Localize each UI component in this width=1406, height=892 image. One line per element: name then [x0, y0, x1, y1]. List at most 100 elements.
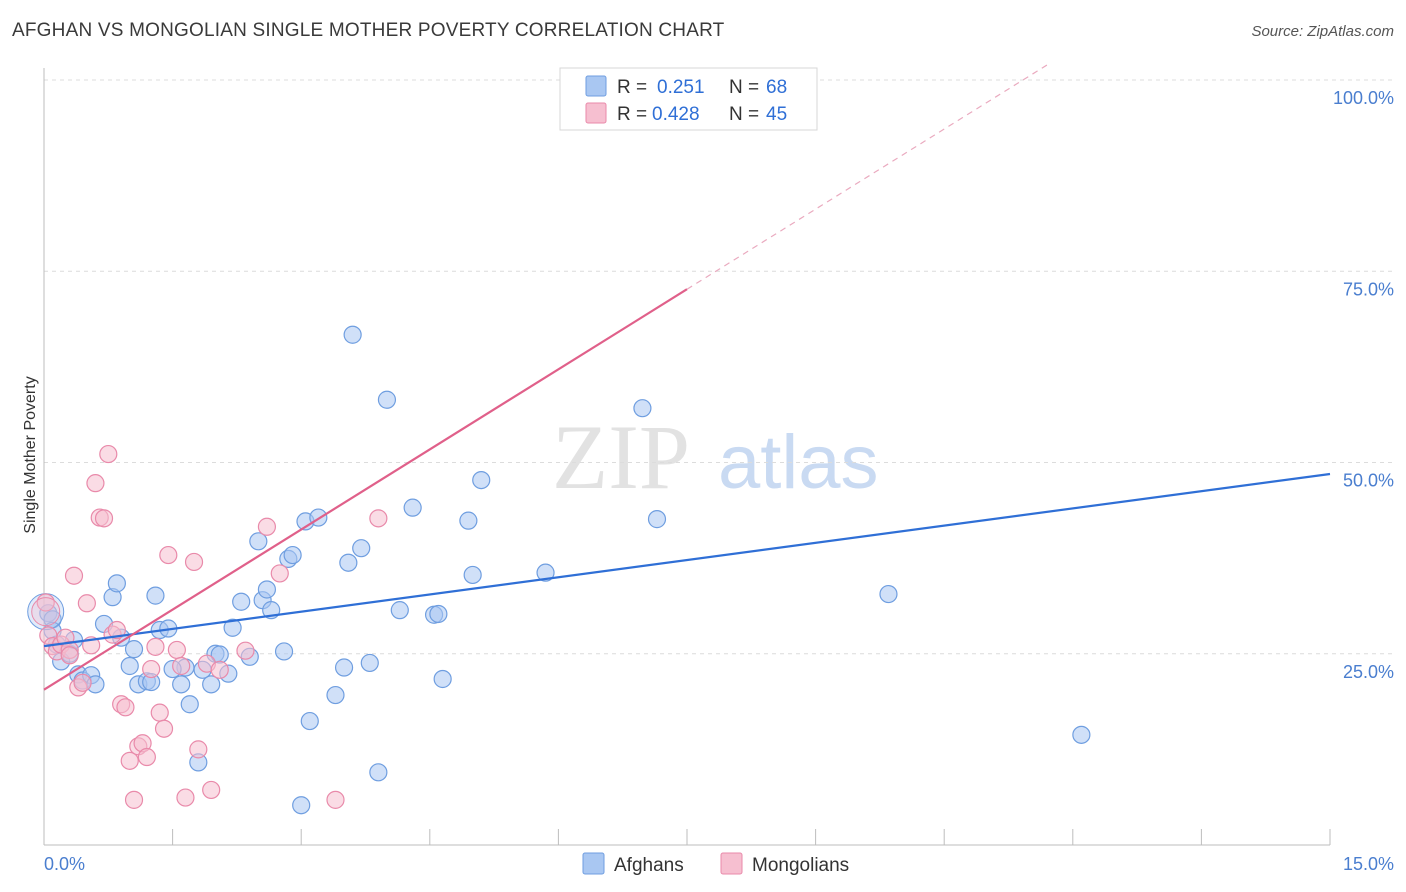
- afghan-point: [343, 325, 362, 344]
- y-tick-label-50: 50.0%: [1343, 471, 1394, 491]
- legend-n-label: N =: [729, 77, 759, 98]
- x-ticks: [172, 829, 1331, 845]
- mongolian-point: [159, 545, 178, 565]
- afghan-point: [360, 653, 379, 673]
- bottom-legend-afghans: Afghans: [614, 855, 684, 876]
- mongolian-point: [99, 444, 118, 464]
- legend-n-value-mongolians: 45: [766, 104, 787, 125]
- afghan-point: [300, 711, 319, 731]
- afghan-point: [352, 539, 371, 558]
- mongolian-trend-line: [43, 288, 688, 691]
- mongolian-point: [77, 594, 96, 613]
- afghan-point: [292, 796, 311, 815]
- mongolian-point: [142, 659, 161, 679]
- mongolian-point: [154, 719, 174, 738]
- mongolian-point: [176, 788, 195, 807]
- y-tick-labels: 25.0% 50.0% 75.0% 100.0%: [1333, 88, 1394, 682]
- legend-r-label: R =: [617, 77, 647, 98]
- afghan-point: [120, 656, 139, 676]
- afghan-point: [403, 498, 422, 517]
- legend-r-value-mongolians: 0.428: [652, 104, 700, 125]
- y-axis-label: Single Mother Poverty: [22, 376, 39, 533]
- bottom-legend-mongolians: Mongolians: [752, 855, 849, 876]
- mongolian-point: [172, 656, 191, 676]
- legend-swatch-afghans: [585, 75, 607, 97]
- mongolian-point: [31, 597, 61, 627]
- afghan-point: [274, 642, 294, 661]
- afghan-point: [472, 470, 491, 490]
- afghan-point: [124, 640, 144, 659]
- afghan-point: [180, 695, 199, 714]
- mongolian-point: [189, 740, 208, 759]
- legend-n-value-afghans: 68: [766, 77, 787, 98]
- mongolian-point: [270, 564, 289, 583]
- legend-swatch-mongolians: [585, 102, 607, 124]
- afghan-point: [172, 675, 191, 694]
- mongolian-point: [326, 790, 345, 809]
- gridlines: [44, 79, 1392, 655]
- afghan-point: [377, 390, 397, 409]
- afghan-trend-line: [43, 472, 1331, 648]
- watermark-zip: ZIP: [552, 406, 690, 508]
- afghan-point: [334, 658, 354, 677]
- afghan-point: [107, 574, 126, 593]
- x-tick-label-max: 15.0%: [1343, 854, 1394, 874]
- mongolian-point: [116, 698, 135, 717]
- mongolian-point: [146, 637, 165, 656]
- afghan-point: [647, 510, 667, 529]
- legend-r-value-afghans: 0.251: [657, 77, 705, 98]
- bottom-legend: Afghans Mongolians: [582, 852, 849, 876]
- afghan-point: [463, 565, 482, 585]
- mongolian-point: [73, 673, 92, 692]
- mongolian-point: [236, 641, 255, 660]
- afghan-point: [433, 669, 452, 689]
- y-tick-label-75: 75.0%: [1343, 279, 1394, 299]
- afghan-point: [249, 532, 268, 551]
- mongolian-point: [184, 552, 204, 572]
- mongolian-point: [210, 660, 229, 679]
- trend-lines: [43, 64, 1331, 691]
- mongolian-point: [86, 474, 105, 493]
- bottom-legend-swatch-afghans: [582, 852, 605, 875]
- mongolian-point: [64, 566, 84, 585]
- afghan-point: [390, 601, 409, 620]
- mongolian-trend-extension: [686, 64, 1048, 290]
- afghan-point: [1072, 725, 1091, 744]
- afghan-point: [202, 675, 221, 694]
- mongolian-point: [167, 640, 186, 660]
- afghan-point: [369, 763, 388, 782]
- mongolian-point: [60, 646, 79, 665]
- watermark: ZIP atlas: [552, 406, 879, 508]
- x-tick-label-min: 0.0%: [44, 854, 85, 874]
- afghan-point: [257, 580, 277, 599]
- mongolian-point: [369, 509, 388, 528]
- afghan-point: [536, 563, 555, 582]
- bottom-legend-swatch-mongolians: [720, 852, 743, 875]
- y-tick-label-100: 100.0%: [1333, 88, 1394, 108]
- afghan-point: [339, 553, 358, 572]
- afghan-point: [633, 399, 652, 418]
- afghan-point: [326, 685, 345, 705]
- afghan-point: [429, 604, 448, 624]
- chart-title: AFGHAN VS MONGOLIAN SINGLE MOTHER POVERT…: [12, 20, 725, 41]
- afghan-points: [27, 325, 1091, 815]
- mongolian-point: [120, 751, 139, 770]
- afghan-point: [232, 592, 251, 611]
- afghan-point: [879, 584, 898, 604]
- mongolian-point: [124, 790, 144, 809]
- y-tick-label-25: 25.0%: [1343, 662, 1394, 682]
- mongolian-point: [202, 780, 221, 800]
- legend: R = 0.251 N = 68 R = 0.428 N = 45: [559, 67, 818, 131]
- source-label: Source: ZipAtlas.com: [1251, 23, 1394, 40]
- mongolian-point: [107, 620, 126, 640]
- mongolian-point: [137, 747, 156, 767]
- afghan-point: [283, 545, 302, 565]
- legend-r-label: R =: [617, 104, 647, 125]
- afghan-point: [146, 586, 165, 605]
- afghan-point: [459, 511, 478, 530]
- legend-n-label: N =: [729, 104, 759, 125]
- mongolian-point: [94, 509, 114, 528]
- mongolian-point: [257, 517, 277, 536]
- mongolian-point: [150, 703, 169, 722]
